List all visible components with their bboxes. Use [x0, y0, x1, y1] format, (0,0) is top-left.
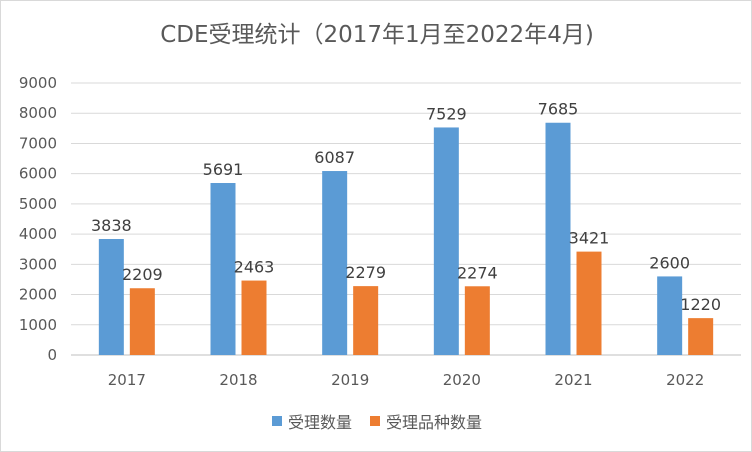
chart-title: CDE受理统计（2017年1月至2022年4月) [160, 22, 594, 48]
y-tick-label: 1000 [19, 316, 57, 334]
bar-chart-plot: 0 1000 2000 3000 4000 5000 6000 7000 8000 9000 38… [19, 74, 741, 389]
legend: 受理数量 受理品种数量 [1, 409, 752, 433]
y-tick-label: 3000 [19, 255, 57, 273]
y-tick-label: 9000 [19, 74, 57, 92]
x-tick-label: 2022 [666, 371, 704, 389]
data-label: 3421 [569, 229, 610, 248]
x-tick-label: 2018 [219, 371, 257, 389]
legend-swatch-series-2 [370, 416, 380, 426]
bar-series-2 [241, 280, 267, 355]
data-label: 2209 [122, 265, 163, 284]
bar-series-1 [433, 127, 459, 356]
bar-series-2 [129, 288, 155, 355]
data-label: 6087 [314, 148, 355, 167]
x-tick-label: 2019 [331, 371, 369, 389]
bar-series-1 [210, 183, 236, 355]
bar-series-2 [353, 286, 379, 355]
bar-series-2 [464, 286, 490, 355]
y-tick-label: 7000 [19, 134, 57, 152]
data-labels: 3838 2209 5691 2463 6087 2279 7529 2274 7685 3421… [91, 100, 721, 314]
data-label: 2600 [649, 253, 690, 272]
data-label: 1220 [680, 295, 721, 314]
bar-series-2 [688, 318, 714, 355]
data-label: 2279 [345, 263, 386, 282]
data-label: 2274 [457, 263, 498, 282]
y-tick-label: 6000 [19, 165, 57, 183]
y-tick-label: 4000 [19, 225, 57, 243]
y-axis-ticks: 0 1000 2000 3000 4000 5000 6000 7000 8000 9000 [19, 74, 57, 364]
legend-label-series-2: 受理品种数量 [386, 413, 483, 432]
bar-series-1 [545, 122, 571, 356]
bars [98, 122, 714, 356]
legend-label-series-1: 受理数量 [287, 413, 352, 432]
x-tick-label: 2020 [443, 371, 481, 389]
legend-swatch-series-1 [271, 416, 282, 426]
data-label: 3838 [91, 216, 132, 235]
x-tick-label: 2017 [108, 371, 146, 389]
bar-series-1 [98, 239, 124, 355]
data-label: 7685 [538, 100, 579, 119]
legend-item-series-1: 受理数量 [271, 409, 352, 433]
x-tick-label: 2021 [554, 371, 592, 389]
data-label: 5691 [203, 160, 244, 179]
bar-series-2 [576, 251, 602, 355]
y-tick-label: 2000 [19, 286, 57, 304]
y-tick-label: 0 [47, 346, 57, 364]
y-tick-label: 8000 [19, 104, 57, 122]
y-tick-label: 5000 [19, 195, 57, 213]
data-label: 2463 [234, 258, 275, 277]
legend-item-series-2: 受理品种数量 [370, 409, 482, 433]
bar-series-1 [657, 276, 683, 355]
data-label: 7529 [426, 104, 467, 123]
x-axis-ticks: 2017 2018 2019 2020 2021 2022 [108, 371, 705, 389]
grid-lines [71, 82, 741, 356]
bar-series-1 [322, 171, 348, 355]
